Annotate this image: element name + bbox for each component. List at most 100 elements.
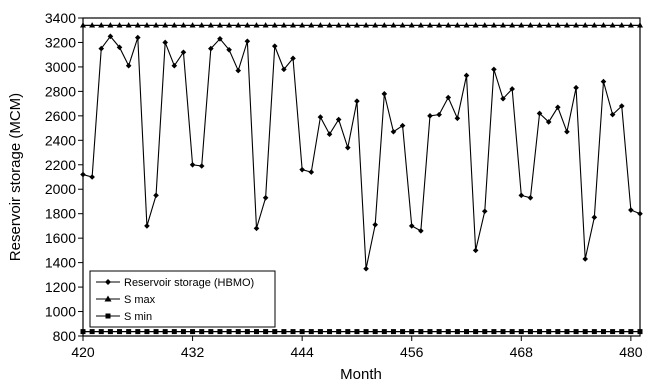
x-tick-label: 432	[181, 344, 205, 360]
point-reservoir-storage	[436, 111, 442, 118]
point-smin	[89, 329, 95, 335]
point-reservoir-storage	[308, 169, 315, 175]
point-smin	[600, 329, 606, 335]
series-line-reservoir-storage	[82, 35, 641, 269]
y-tick-label: 800	[53, 328, 77, 344]
point-reservoir-storage	[591, 214, 598, 221]
point-smin	[171, 329, 177, 335]
point-smax	[536, 22, 543, 28]
plot-area-frame	[82, 17, 641, 337]
point-smax	[582, 22, 589, 28]
point-reservoir-storage	[326, 131, 333, 137]
point-reservoir-storage	[500, 95, 506, 102]
point-reservoir-storage	[153, 192, 159, 199]
point-smax	[153, 22, 160, 28]
point-reservoir-storage	[573, 84, 579, 91]
point-smax	[262, 22, 269, 28]
point-smax	[390, 22, 397, 28]
point-reservoir-storage	[244, 38, 251, 45]
point-smax	[162, 22, 169, 28]
point-reservoir-storage	[618, 103, 625, 109]
point-reservoir-storage	[481, 208, 488, 215]
point-reservoir-storage	[217, 35, 223, 42]
point-smin	[518, 329, 524, 335]
x-tick-label: 456	[400, 344, 424, 360]
point-reservoir-storage	[555, 104, 561, 111]
x-tick-label: 420	[71, 344, 95, 360]
point-smax	[244, 22, 251, 28]
point-smin	[509, 329, 515, 335]
legend-label-storage: Reservoir storage (HBMO)	[124, 277, 254, 289]
point-reservoir-storage	[335, 116, 342, 123]
point-reservoir-storage	[354, 98, 360, 104]
point-smax	[134, 22, 141, 28]
point-smax	[472, 22, 479, 28]
point-reservoir-storage	[235, 67, 242, 74]
point-smax	[500, 22, 507, 28]
point-smin	[445, 329, 451, 335]
point-smin	[400, 329, 406, 335]
point-smin	[272, 329, 278, 335]
point-smin	[327, 329, 333, 335]
point-smin	[436, 329, 442, 335]
point-smax	[573, 22, 580, 28]
point-smin	[290, 329, 296, 335]
x-tick-label: 480	[619, 344, 643, 360]
y-tick-label: 1200	[45, 279, 76, 295]
point-reservoir-storage	[381, 91, 388, 97]
point-smax	[143, 22, 150, 28]
point-reservoir-storage	[345, 144, 351, 151]
point-smin	[500, 329, 506, 335]
point-smin	[464, 329, 470, 335]
x-axis-label: Month	[340, 366, 382, 383]
point-smax	[518, 22, 525, 28]
point-smin	[454, 329, 460, 335]
point-reservoir-storage	[564, 128, 570, 135]
point-smin	[98, 329, 104, 335]
y-tick-label: 3400	[45, 10, 76, 26]
point-reservoir-storage	[445, 94, 452, 101]
point-reservoir-storage	[472, 247, 479, 254]
legend-marker-diamond	[105, 279, 111, 285]
point-reservoir-storage	[180, 49, 187, 56]
point-reservoir-storage	[208, 45, 214, 52]
point-smax	[226, 22, 233, 28]
point-smax	[372, 22, 379, 28]
point-smin	[281, 329, 287, 335]
point-reservoir-storage	[198, 163, 205, 169]
point-smax	[618, 22, 625, 28]
point-smax	[253, 22, 260, 28]
point-smin	[573, 329, 579, 335]
point-reservoir-storage	[609, 111, 616, 118]
point-reservoir-storage	[226, 47, 232, 53]
point-smin	[135, 329, 141, 335]
point-smin	[491, 329, 497, 335]
point-reservoir-storage	[463, 72, 470, 79]
point-smin	[390, 329, 396, 335]
point-reservoir-storage	[134, 34, 141, 41]
point-smin	[537, 329, 543, 335]
point-smin	[117, 329, 123, 335]
point-smin	[372, 329, 378, 335]
point-reservoir-storage	[253, 225, 260, 232]
point-reservoir-storage	[628, 207, 634, 213]
y-tick-label: 2800	[45, 83, 76, 99]
point-reservoir-storage	[116, 44, 123, 51]
point-smax	[308, 22, 315, 28]
y-tick-label: 1600	[45, 230, 76, 246]
y-axis-label: Reservoir storage (MCM)	[7, 93, 24, 261]
point-smax	[545, 22, 552, 28]
point-smax	[463, 22, 470, 28]
point-smax	[280, 22, 287, 28]
legend: Reservoir storage (HBMO) S max S min	[89, 270, 276, 328]
point-reservoir-storage	[144, 223, 150, 229]
point-smin	[253, 329, 259, 335]
series-markers	[80, 22, 643, 335]
y-tick-label: 2400	[45, 132, 76, 148]
point-smax	[445, 22, 452, 28]
point-reservoir-storage	[418, 228, 424, 234]
point-reservoir-storage	[399, 122, 406, 129]
point-smin	[126, 329, 132, 335]
y-axis-ticks: 800 1000 1200 1400 1600 1800 2000 2200 2400 2600 2…	[45, 10, 83, 344]
point-smax	[125, 22, 132, 28]
